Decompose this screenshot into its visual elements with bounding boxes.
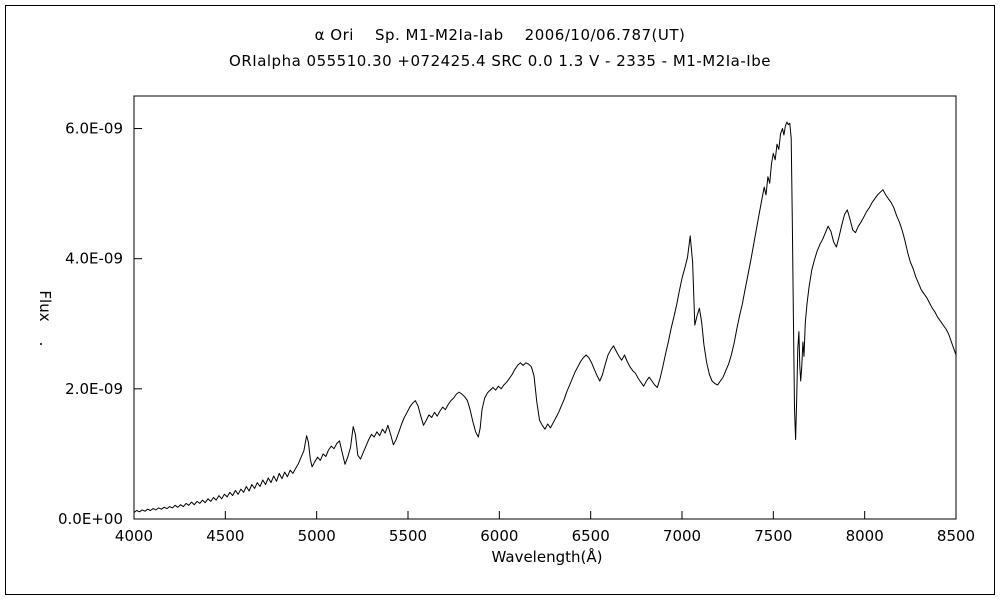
x-tick-label: 5500 (389, 527, 427, 545)
y-tick-label: 0.0E+00 (58, 510, 123, 528)
chart-title: α Ori Sp. M1-M2Ia-Iab 2006/10/06.787(UT) (314, 26, 686, 44)
x-tick-label: 4000 (115, 527, 153, 545)
outer-border: α Ori Sp. M1-M2Ia-Iab 2006/10/06.787(UT)… (5, 5, 995, 595)
y-tick-label: 2.0E-09 (65, 380, 123, 398)
x-tick-label: 6000 (480, 527, 518, 545)
plot-frame (133, 95, 957, 520)
x-tick-label: 7000 (663, 527, 701, 545)
x-tick-label: 6500 (572, 527, 610, 545)
y-tick-label: 6.0E-09 (65, 120, 123, 138)
x-tick-label: 7500 (754, 527, 792, 545)
x-tick-label: 4500 (206, 527, 244, 545)
y-axis-label-dot: . (36, 342, 54, 347)
x-tick-label: 8000 (846, 527, 884, 545)
y-axis-label: Flux (36, 290, 54, 321)
y-tick-label: 4.0E-09 (65, 250, 123, 268)
spectrum-plot: Wavelength(Å) Flux . 4000 4500 5000 5500 600… (36, 95, 975, 566)
x-axis-label: Wavelength(Å) (492, 547, 603, 566)
spectrum-line (133, 121, 957, 513)
chart-subtitle: ORIalpha 055510.30 +072425.4 SRC 0.0 1.3… (229, 52, 771, 70)
x-tick-label: 5000 (298, 527, 336, 545)
x-tick-label: 8500 (937, 527, 975, 545)
chart-titles: α Ori Sp. M1-M2Ia-Iab 2006/10/06.787(UT)… (6, 22, 994, 74)
